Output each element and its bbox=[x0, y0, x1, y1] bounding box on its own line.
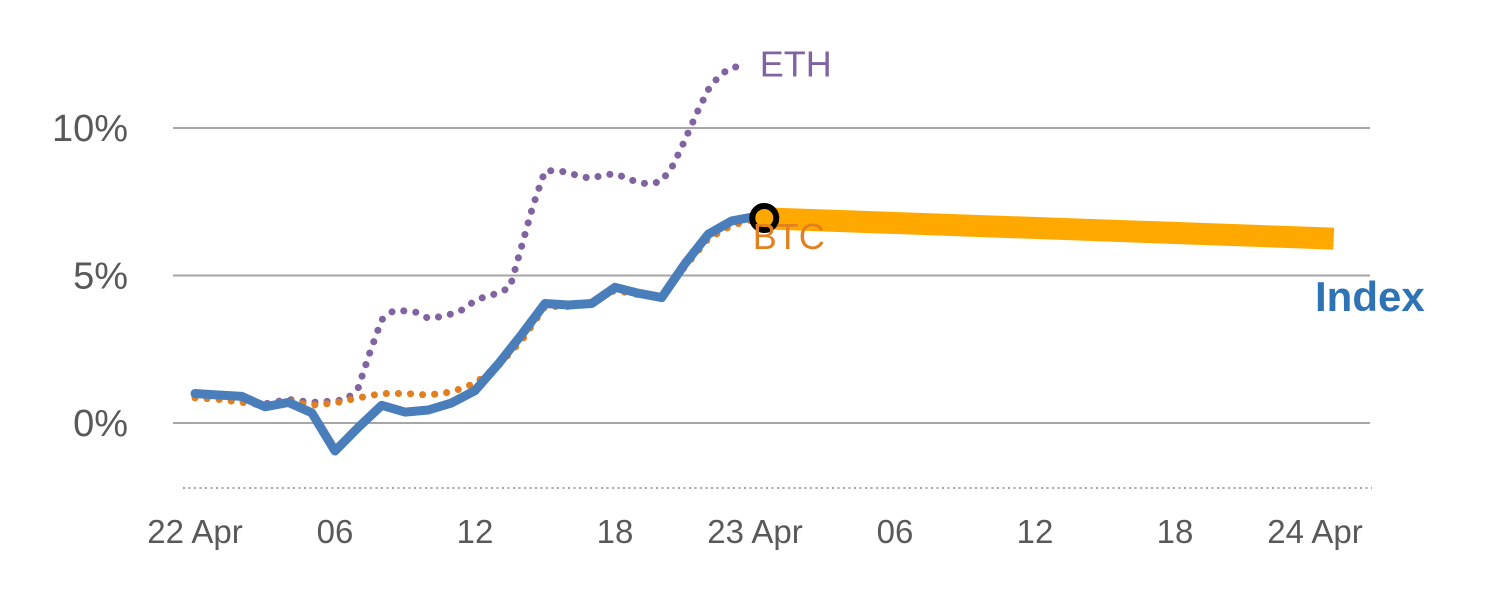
series-eth bbox=[191, 62, 747, 408]
x-axis-label: 22 Apr bbox=[147, 513, 242, 550]
series-index bbox=[190, 212, 760, 456]
x-axis-label: 12 bbox=[457, 513, 494, 550]
x-axis-label: 06 bbox=[317, 513, 354, 550]
btc-endpoint-marker bbox=[749, 203, 780, 233]
label-index: Index bbox=[1315, 273, 1425, 320]
label-eth: ETH bbox=[760, 44, 832, 85]
x-axis-label: 12 bbox=[1017, 513, 1054, 550]
series-btc bbox=[191, 215, 759, 409]
label-btc: BTC bbox=[753, 216, 825, 257]
x-axis-label: 18 bbox=[597, 513, 634, 550]
x-axis-label: 18 bbox=[1157, 513, 1194, 550]
x-axis-label: 06 bbox=[877, 513, 914, 550]
y-axis-label: 0% bbox=[73, 403, 128, 445]
x-axis-label: 24 Apr bbox=[1267, 513, 1362, 550]
y-axis-label: 10% bbox=[52, 108, 128, 150]
y-axis-label: 5% bbox=[73, 256, 128, 298]
x-axis-label: 23 Apr bbox=[707, 513, 802, 550]
series-index-highlight bbox=[754, 207, 1335, 250]
